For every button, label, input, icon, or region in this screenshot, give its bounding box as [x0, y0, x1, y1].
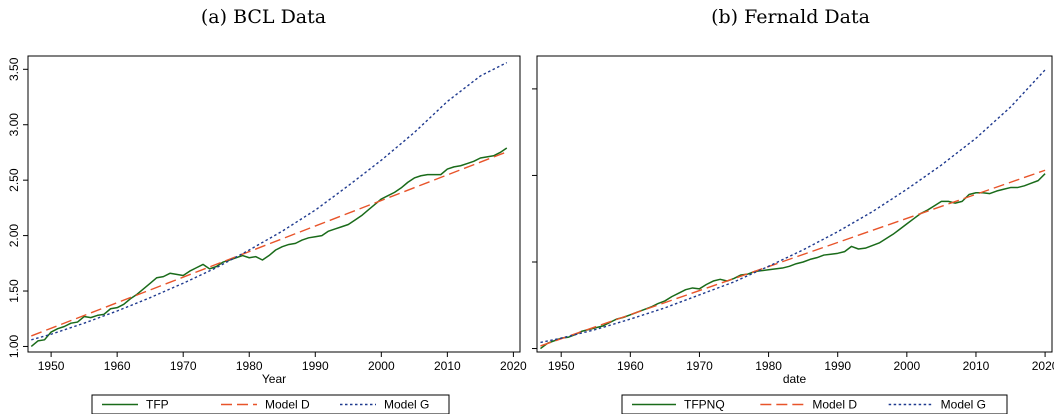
chart-bcl: 1950 1960 1970 1980 1990 2000 2010 2020 Year 1.00…	[7, 55, 527, 414]
series-line-model-g	[540, 69, 1046, 344]
legend-label: Model D	[812, 398, 857, 412]
x-tick-label: 1990	[824, 359, 851, 373]
x-tick-label: 1950	[38, 359, 65, 373]
chart-fernald: 1950 1960 1970 1980 1990 2000 2010 2020 date 1 2 3 4…	[527, 55, 1054, 414]
x-tick-label: 1960	[104, 359, 131, 373]
x-tick-label: 2010	[963, 359, 990, 373]
y-tick-label: 2.00	[7, 224, 21, 248]
x-tick-label: 1950	[548, 359, 575, 373]
plot-frame	[27, 55, 521, 353]
legend-label: Model G	[941, 398, 986, 412]
x-tick-label: 2020	[500, 359, 527, 373]
x-tick-label: 2010	[434, 359, 461, 373]
legend-label: TFPNQ	[684, 398, 725, 412]
legend-box	[621, 394, 1008, 414]
legend-label: TFP	[146, 398, 169, 412]
x-tick-label: 1960	[617, 359, 644, 373]
plot-frame	[536, 55, 1053, 353]
legend-label: Model D	[265, 398, 310, 412]
x-tick-label: 2000	[368, 359, 395, 373]
y-tick-label: 3.00	[7, 113, 21, 137]
series-line-model-d	[540, 169, 1046, 347]
y-tick-label: 1.00	[7, 334, 21, 358]
y-tick-label: 4	[527, 85, 530, 92]
x-tick-label: 2020	[1032, 359, 1054, 373]
legend-box	[91, 394, 450, 414]
series-line-tfp	[30, 147, 508, 348]
y-tick-label: 2.50	[7, 168, 21, 192]
x-tick-label: 1970	[686, 359, 713, 373]
panel-title-bcl: (a) BCL Data	[200, 6, 327, 28]
series-line-tfpnq	[540, 173, 1046, 350]
series-line-model-d	[31, 151, 508, 337]
legend-label: Model G	[384, 398, 429, 412]
x-axis-title: date	[783, 372, 807, 386]
y-tick-label: 2	[527, 258, 530, 265]
y-tick-label: 1.50	[7, 279, 21, 303]
x-tick-label: 1980	[755, 359, 782, 373]
x-tick-label: 1970	[170, 359, 197, 373]
series-line-model-g	[31, 62, 508, 341]
y-tick-label: 3	[527, 172, 530, 179]
y-tick-label: 3.50	[7, 57, 21, 81]
panel-title-fernald: (b) Fernald Data	[711, 6, 870, 28]
x-tick-label: 1990	[302, 359, 329, 373]
x-tick-label: 2000	[893, 359, 920, 373]
panel-bcl: (a) BCL Data 1950 1960 1970 1980 1990 2000 201…	[7, 6, 527, 414]
x-axis-title: Year	[262, 372, 286, 386]
panel-fernald: (b) Fernald Data 1950 1960 1970 1980 1990 200…	[527, 0, 1054, 414]
y-tick-label: 1	[527, 345, 530, 352]
x-tick-label: 1980	[236, 359, 263, 373]
